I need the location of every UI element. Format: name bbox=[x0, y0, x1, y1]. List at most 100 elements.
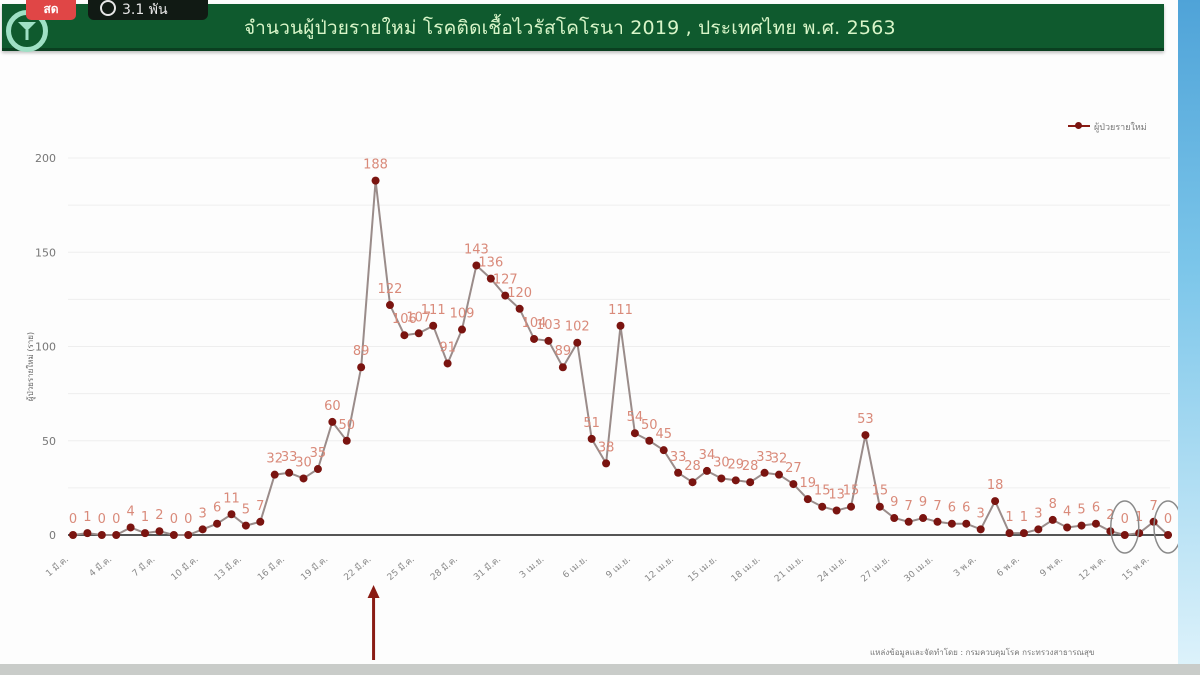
x-tick-label: 30 เม.ย. bbox=[903, 555, 936, 585]
data-point bbox=[458, 325, 467, 334]
x-tick-label: 9 เม.ย. bbox=[605, 555, 633, 581]
data-label: 8 bbox=[1049, 497, 1057, 512]
data-point bbox=[342, 436, 351, 445]
data-label: 0 bbox=[1164, 512, 1172, 527]
data-point bbox=[385, 301, 394, 310]
data-label: 13 bbox=[828, 487, 845, 502]
data-point bbox=[789, 480, 798, 489]
data-point bbox=[774, 470, 783, 479]
data-point bbox=[169, 531, 178, 539]
data-label: 0 bbox=[1121, 512, 1129, 527]
data-label: 7 bbox=[933, 499, 941, 514]
data-point bbox=[530, 334, 539, 343]
x-tick-label: 25 มี.ค. bbox=[385, 554, 417, 583]
chart-title: จำนวนผู้ป่วยรายใหม่ โรคติดเชื้อไวรัสโคโร… bbox=[244, 17, 896, 39]
eye-icon bbox=[100, 0, 116, 16]
data-label: 28 bbox=[684, 459, 701, 474]
x-tick-label: 6 เม.ย. bbox=[561, 555, 589, 581]
data-point bbox=[760, 468, 769, 477]
data-point bbox=[616, 321, 625, 330]
data-label: 35 bbox=[310, 446, 327, 461]
data-label: 4 bbox=[126, 504, 134, 519]
data-point bbox=[1120, 531, 1129, 539]
data-point bbox=[1034, 525, 1043, 534]
data-point bbox=[83, 529, 92, 538]
data-point bbox=[832, 506, 841, 515]
data-label: 103 bbox=[536, 318, 561, 333]
data-point bbox=[198, 525, 207, 534]
chart-legend: ผู้ป่วยรายใหม่ bbox=[1068, 120, 1147, 134]
data-point bbox=[141, 529, 150, 538]
y-tick-label: 200 bbox=[35, 152, 56, 165]
data-point bbox=[184, 531, 193, 539]
y-tick-label: 100 bbox=[35, 341, 56, 354]
x-tick-label: 9 พ.ค. bbox=[1039, 555, 1066, 580]
x-tick-label: 15 เม.ย. bbox=[687, 555, 720, 585]
data-label: 0 bbox=[112, 512, 120, 527]
x-tick-label: 21 เม.ย. bbox=[773, 555, 806, 585]
data-label: 107 bbox=[406, 310, 431, 325]
data-point bbox=[630, 429, 639, 438]
data-point bbox=[818, 502, 827, 511]
data-point bbox=[443, 359, 452, 368]
data-point bbox=[746, 478, 755, 487]
data-point bbox=[328, 417, 337, 426]
data-label: 15 bbox=[843, 484, 860, 499]
data-label: 1 bbox=[1135, 510, 1143, 525]
data-point bbox=[731, 476, 740, 485]
data-point bbox=[947, 519, 956, 528]
data-label: 3 bbox=[1034, 506, 1042, 521]
data-label: 0 bbox=[170, 512, 178, 527]
legend-marker-icon bbox=[1068, 122, 1090, 129]
data-label: 4 bbox=[1063, 504, 1071, 519]
data-point bbox=[126, 523, 135, 532]
data-point bbox=[1019, 529, 1028, 538]
data-point bbox=[933, 517, 942, 526]
data-point bbox=[313, 465, 322, 474]
data-label: 7 bbox=[905, 499, 913, 514]
data-label: 0 bbox=[184, 512, 192, 527]
data-point bbox=[155, 527, 164, 536]
x-tick-label: 18 เม.ย. bbox=[730, 555, 763, 585]
data-label: 1 bbox=[141, 510, 149, 525]
data-point bbox=[674, 468, 683, 477]
data-label: 136 bbox=[478, 256, 503, 271]
data-label: 120 bbox=[507, 286, 532, 301]
y-tick-label: 0 bbox=[49, 529, 56, 542]
x-tick-label: 28 มี.ค. bbox=[428, 554, 460, 583]
x-tick-label: 31 มี.ค. bbox=[472, 554, 504, 583]
data-label: 29 bbox=[727, 457, 744, 472]
data-label: 122 bbox=[378, 282, 403, 297]
data-label: 32 bbox=[266, 452, 283, 467]
y-tick-label: 50 bbox=[42, 435, 56, 448]
data-label: 32 bbox=[771, 452, 788, 467]
data-label: 3 bbox=[977, 506, 985, 521]
data-label: 3 bbox=[199, 506, 207, 521]
data-label: 0 bbox=[98, 512, 106, 527]
data-point bbox=[1091, 519, 1100, 528]
data-label: 6 bbox=[1092, 501, 1100, 516]
x-tick-label: 22 มี.ค. bbox=[342, 554, 374, 583]
data-label: 53 bbox=[857, 412, 874, 427]
data-label: 9 bbox=[919, 495, 927, 510]
data-label: 127 bbox=[493, 273, 518, 288]
data-point bbox=[875, 502, 884, 511]
x-tick-label: 6 พ.ค. bbox=[995, 555, 1022, 580]
data-point bbox=[803, 495, 812, 504]
data-label: 1 bbox=[1005, 510, 1013, 525]
y-tick-label: 150 bbox=[35, 246, 56, 259]
data-point bbox=[241, 521, 250, 530]
data-point bbox=[371, 176, 380, 185]
data-label: 91 bbox=[439, 340, 456, 355]
data-label: 11 bbox=[223, 491, 240, 506]
data-point bbox=[1077, 521, 1086, 530]
data-label: 7 bbox=[1149, 499, 1157, 514]
data-label: 45 bbox=[655, 427, 672, 442]
data-label: 19 bbox=[800, 476, 817, 491]
data-label: 109 bbox=[450, 307, 475, 322]
data-point bbox=[688, 478, 697, 487]
data-point bbox=[1063, 523, 1072, 532]
data-label: 5 bbox=[1077, 503, 1085, 518]
